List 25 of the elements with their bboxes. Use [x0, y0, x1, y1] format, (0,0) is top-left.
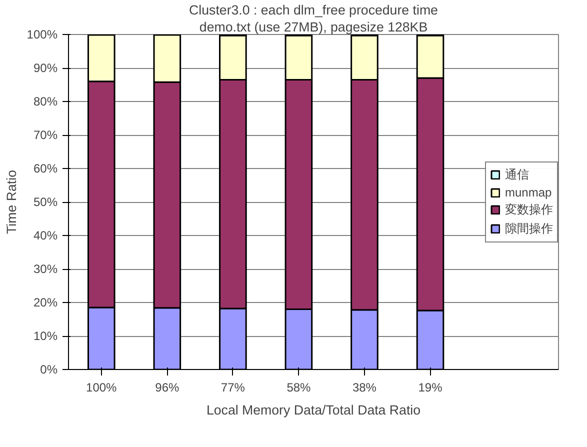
- legend-label: munmap: [505, 185, 552, 199]
- x-tick-label: 19%: [418, 380, 443, 394]
- y-tick-label: 100%: [26, 28, 58, 42]
- y-tick-label: 70%: [33, 128, 58, 142]
- y-tick-label: 90%: [33, 61, 58, 75]
- x-tick-label: 77%: [220, 380, 246, 394]
- legend-label: 隙間操作: [505, 220, 553, 237]
- y-tick-label: 40%: [33, 228, 58, 242]
- legend-label: 変数操作: [505, 201, 553, 218]
- legend-label: 通信: [505, 166, 529, 183]
- y-tick-label: 60%: [33, 162, 58, 176]
- y-tick-label: 20%: [33, 296, 58, 310]
- y-tick-label: 10%: [33, 329, 58, 343]
- x-tick-label: 96%: [155, 380, 180, 394]
- x-axis-title: Local Memory Data/Total Data Ratio: [206, 402, 421, 418]
- chart-title: Cluster3.0 : each dlm_free procedure time: [189, 2, 438, 18]
- y-tick-label: 30%: [33, 262, 58, 276]
- y-tick-label: 0%: [40, 362, 58, 376]
- x-tick-label: 100%: [86, 380, 118, 394]
- x-tick-label: 58%: [286, 380, 312, 394]
- y-tick-label: 80%: [33, 94, 58, 108]
- y-tick-label: 50%: [33, 195, 58, 209]
- chart-subtitle: demo.txt (use 27MB), pagesize 128KB: [199, 20, 428, 34]
- y-axis-title: Time Ratio: [4, 170, 19, 234]
- x-tick-label: 38%: [352, 380, 377, 394]
